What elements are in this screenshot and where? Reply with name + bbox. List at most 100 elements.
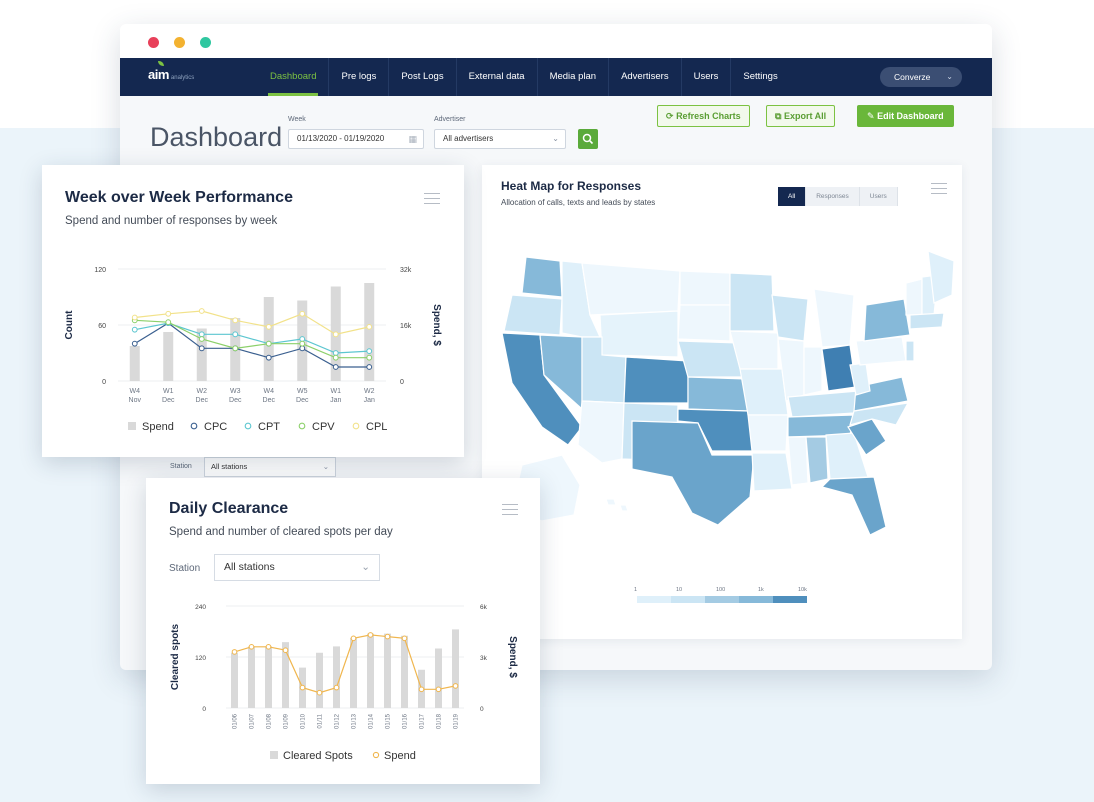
point-cpl — [265, 323, 272, 330]
legend-swatch — [270, 751, 278, 759]
bar-spend — [129, 346, 140, 381]
maximize-dot[interactable] — [200, 37, 211, 48]
bar-spend — [163, 332, 174, 381]
y-right-tick-label: 6k — [480, 604, 488, 611]
state-nc — [849, 402, 910, 426]
x-tick-label: W2 — [364, 388, 375, 395]
toggle-users[interactable]: Users — [859, 187, 898, 206]
minimize-dot[interactable] — [174, 37, 185, 48]
edit-dashboard-button[interactable]: ✎ Edit Dashboard — [857, 105, 954, 127]
menu-icon[interactable] — [931, 183, 947, 195]
x-tick-label: Jan — [330, 397, 341, 404]
point-spend — [333, 684, 340, 691]
bar-cleared-spots — [265, 646, 272, 708]
x-tick-label: Dec — [263, 397, 276, 404]
x-tick-label: 01/19 — [454, 713, 460, 729]
nav-item-settings[interactable]: Settings — [743, 71, 778, 82]
legend-swatch — [190, 422, 198, 430]
color-scale — [637, 596, 807, 603]
refresh-charts-button[interactable]: ⟳ Refresh Charts — [657, 105, 750, 127]
x-tick-label: 01/18 — [437, 713, 443, 729]
point-cpt — [299, 336, 306, 342]
x-tick-label: Dec — [162, 397, 175, 404]
line-cpv — [134, 319, 370, 359]
legend-swatch — [298, 422, 306, 430]
x-tick-label: 01/10 — [301, 713, 307, 729]
menu-icon[interactable] — [424, 193, 440, 205]
scale-label-1: 1 — [634, 587, 638, 593]
line-spend — [234, 634, 456, 694]
scale-label-10k: 10k — [798, 587, 807, 593]
point-spend — [316, 689, 323, 696]
x-tick-label: W1 — [163, 388, 174, 395]
y-right-tick-label: 16k — [400, 323, 412, 330]
state-in — [803, 346, 823, 396]
refresh-icon: ⟳ — [666, 111, 674, 121]
search-icon — [582, 133, 594, 145]
pencil-icon: ✎ — [867, 111, 875, 121]
x-tick-label: 01/09 — [284, 713, 290, 729]
point-cpt — [131, 326, 138, 333]
point-cpv — [299, 340, 306, 347]
nav-item-external-data[interactable]: External data — [457, 58, 538, 96]
toggle-responses[interactable]: Responses — [806, 187, 860, 206]
nav-item-users[interactable]: Users — [682, 58, 732, 96]
logo[interactable]: aim analytics — [148, 61, 195, 82]
x-tick-label: W4 — [264, 388, 275, 395]
logo-sub: analytics — [170, 75, 195, 81]
state-ms — [787, 436, 809, 486]
export-label: Export All — [783, 111, 827, 121]
legend-swatch — [128, 422, 136, 430]
station-strip-select[interactable]: All stations ⌄ — [204, 457, 336, 477]
search-button[interactable] — [578, 129, 598, 149]
heatmap-title: Heat Map for Responses — [501, 179, 642, 193]
week-performance-card: Week over Week Performance Spend and num… — [42, 165, 464, 457]
y-tick-label: 60 — [98, 323, 106, 330]
nav-item-post-logs[interactable]: Post Logs — [389, 58, 457, 96]
state-ar — [747, 414, 789, 452]
nav-item-advertisers[interactable]: Advertisers — [609, 58, 682, 96]
week-chart-subtitle: Spend and number of responses by week — [65, 215, 278, 227]
point-cpt — [232, 331, 239, 338]
daily-clearance-card: Daily Clearance Spend and number of clea… — [146, 478, 540, 784]
advertiser-select[interactable]: All advertisers ⌄ — [434, 129, 566, 149]
week-input[interactable]: 01/13/2020 - 01/19/2020 ▦ — [288, 129, 424, 149]
point-cpl — [165, 310, 172, 317]
week-label: Week — [288, 116, 306, 123]
bar-cleared-spots — [248, 646, 255, 708]
x-tick-label: Dec — [196, 397, 209, 404]
nav-item-pre-logs[interactable]: Pre logs — [329, 58, 390, 96]
toggle-all[interactable]: All — [778, 187, 807, 206]
state-hi — [605, 498, 617, 506]
y-tick-label: 0 — [102, 379, 106, 386]
point-cpc — [198, 345, 205, 352]
point-cpv — [232, 345, 239, 352]
x-tick-label: 01/14 — [369, 713, 375, 729]
point-spend — [248, 644, 255, 650]
state-co — [623, 356, 689, 404]
bar-cleared-spots — [333, 646, 340, 708]
legend-swatch — [244, 422, 252, 430]
point-spend — [452, 683, 459, 689]
station-select[interactable]: All stations ⌄ — [214, 554, 380, 581]
export-all-button[interactable]: ⧉ Export All — [766, 105, 836, 127]
state-wy — [599, 310, 679, 358]
point-cpv — [165, 319, 172, 326]
point-spend — [384, 633, 391, 640]
state-tx — [631, 420, 755, 526]
station-strip-label: Station — [170, 463, 192, 470]
legend-label: CPV — [312, 421, 335, 433]
point-cpv — [265, 340, 272, 347]
menu-icon[interactable] — [502, 504, 518, 516]
state-wi — [771, 294, 809, 342]
close-dot[interactable] — [148, 37, 159, 48]
point-cpl — [299, 310, 306, 317]
x-tick-label: 01/12 — [335, 713, 341, 729]
nav-item-media-plan[interactable]: Media plan — [538, 58, 610, 96]
legend-label: CPC — [204, 421, 227, 433]
page-title: Dashboard — [150, 122, 283, 152]
nav-item-dashboard[interactable]: Dashboard — [258, 58, 330, 96]
daily-chart: 240 120 0 6k 3k 0 Cleared spots Spend, $ 01/06 01… — [170, 604, 518, 762]
account-select[interactable]: Converze ⌄ — [880, 67, 962, 87]
x-tick-label: 01/16 — [403, 713, 409, 729]
